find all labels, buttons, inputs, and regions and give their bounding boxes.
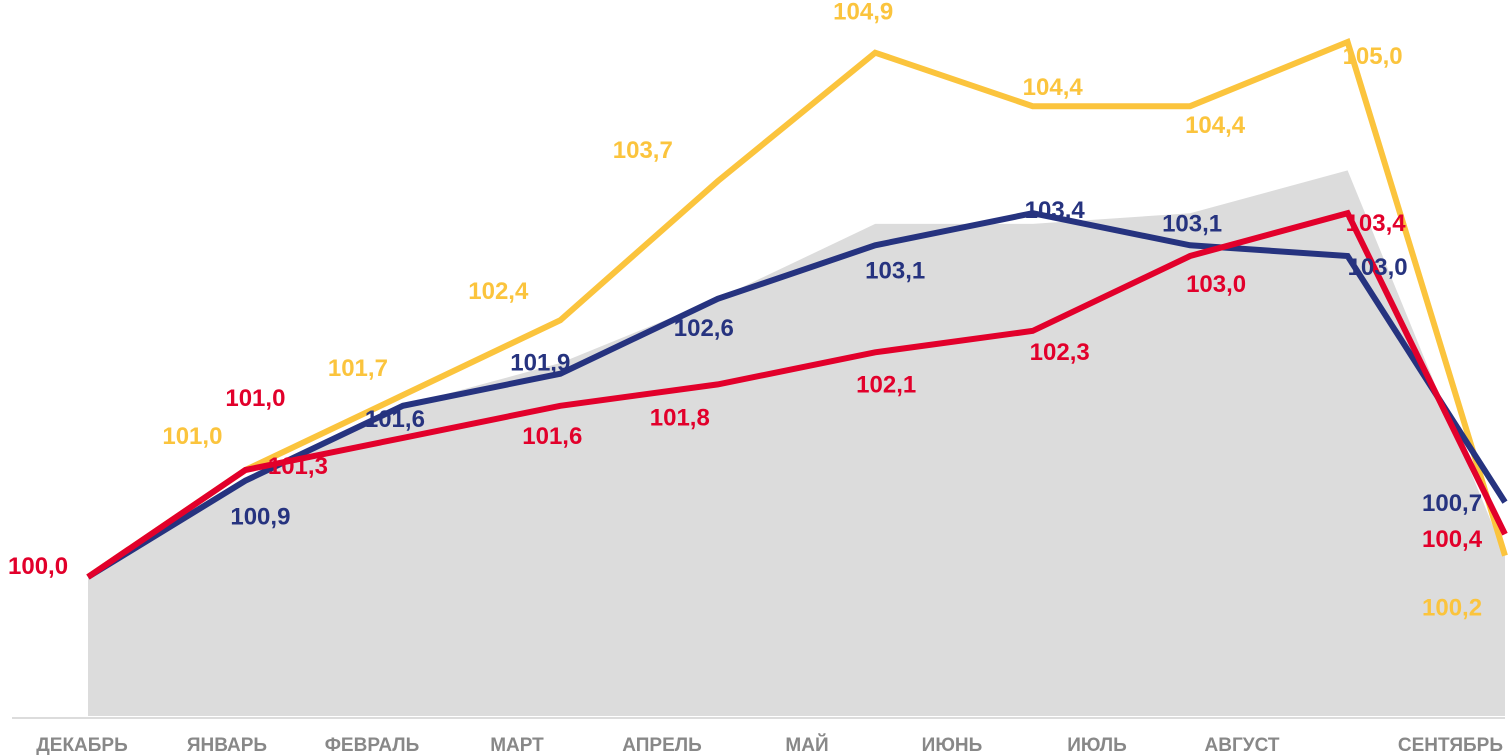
data-label: 104,9 [833,0,893,26]
x-tick-label: МАЙ [785,734,828,756]
data-label: 100,7 [1422,490,1482,517]
data-label: 103,4 [1346,210,1407,237]
data-label: 103,4 [1025,197,1086,224]
data-label: 105,0 [1343,43,1403,70]
data-label: 103,0 [1186,271,1246,298]
data-label: 102,6 [674,315,734,342]
data-label: 103,0 [1348,254,1408,281]
data-label: 104,4 [1023,74,1084,101]
x-tick-label: ИЮНЬ [922,735,983,756]
data-label: 101,6 [365,406,425,433]
data-label: 101,0 [162,423,222,450]
data-label: 102,1 [856,371,916,398]
data-label: 101,0 [225,385,285,412]
x-tick-label: АВГУСТ [1205,735,1280,756]
data-label: 101,8 [650,404,710,431]
x-tick-label: ДЕКАБРЬ [36,735,128,756]
data-label: 101,9 [510,350,570,377]
data-label: 101,6 [522,423,582,450]
data-label: 101,3 [268,453,328,480]
data-labels: 101,0 101,7 102,4 103,7 104,9 104,4 104,4 105,0… [8,0,1483,622]
x-tick-label: МАРТ [490,735,544,756]
area-fill [88,170,1505,716]
x-tick-label: АПРЕЛЬ [622,735,701,756]
series-line-2 [86,209,1508,580]
data-label: 103,1 [865,257,925,284]
x-tick-label: ЯНВАРЬ [187,735,267,756]
area-layer [88,170,1505,716]
series-line-0 [86,37,1508,580]
x-tick-label: СЕНТЯБРЬ [1398,735,1503,756]
data-label: 103,7 [613,137,673,164]
x-tick-label: ИЮЛЬ [1067,735,1127,756]
data-label: 100,0 [8,553,68,580]
data-label: 100,4 [1422,526,1483,553]
data-label: 102,3 [1030,339,1090,366]
x-tick-label: ФЕВРАЛЬ [325,735,420,756]
data-label: 103,1 [1162,210,1222,237]
data-label: 100,9 [230,504,290,531]
data-label: 101,7 [328,355,388,382]
x-axis: ДЕКАБРЬ ЯНВАРЬ ФЕВРАЛЬ МАРТ АПРЕЛЬ МАЙ ИЮНЬ ИЮЛ… [12,717,1505,756]
data-label: 100,2 [1422,595,1482,622]
series-line-1 [86,210,1508,580]
data-label: 102,4 [468,278,529,305]
data-label: 104,4 [1185,112,1246,139]
series-lines [86,37,1508,580]
